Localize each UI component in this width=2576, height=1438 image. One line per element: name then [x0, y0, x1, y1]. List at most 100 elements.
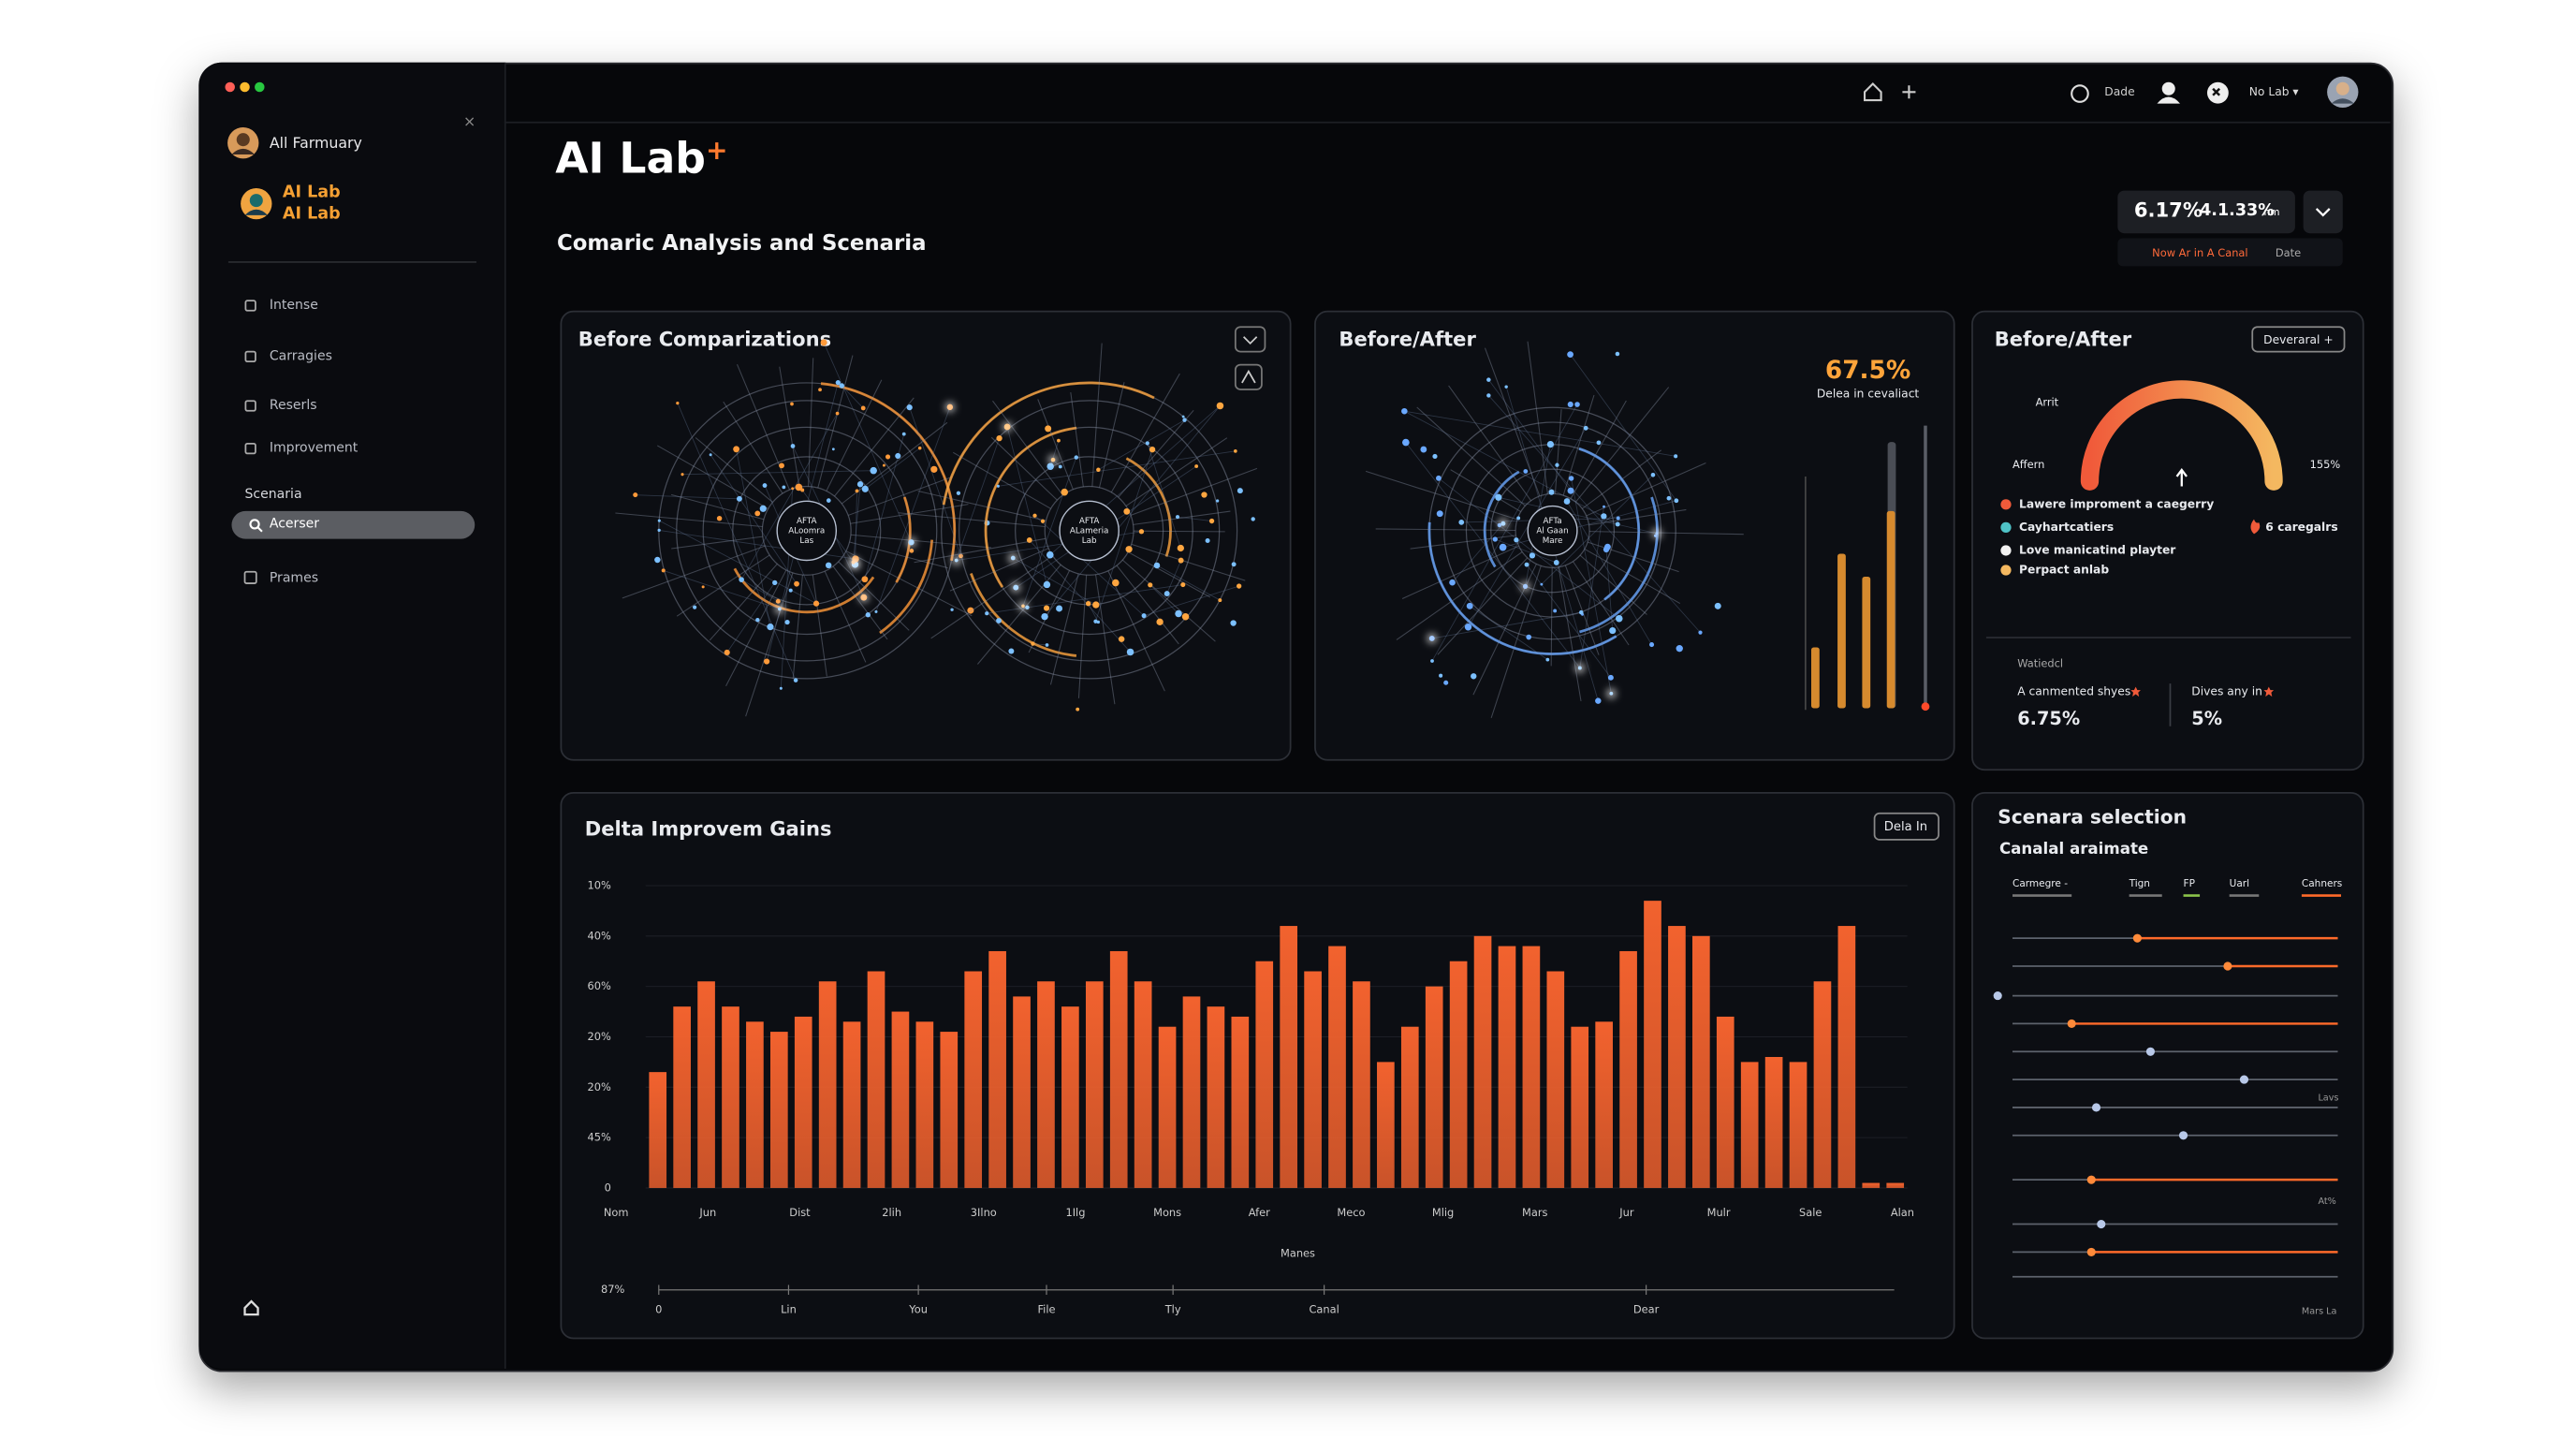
node [825, 562, 832, 569]
spoke [808, 358, 814, 487]
ring-arc [1483, 470, 1520, 568]
link [1404, 410, 1618, 525]
bar [988, 950, 1006, 1188]
topbar-icons[interactable] [2157, 81, 2231, 105]
link [909, 407, 961, 557]
node [1176, 515, 1180, 520]
node [1216, 402, 1224, 410]
secondary-tick-label: You [908, 1302, 928, 1315]
node [1545, 657, 1550, 662]
node [1615, 521, 1620, 527]
bar [1037, 981, 1055, 1188]
hub-label: Las [799, 536, 813, 546]
link [998, 450, 1236, 487]
glow-node [774, 604, 785, 614]
slider-knob[interactable] [1993, 991, 2002, 1001]
nav-label[interactable]: Prames [269, 570, 319, 585]
node [1208, 518, 1215, 524]
spoke [990, 436, 1058, 501]
nav-label[interactable]: Carragies [269, 348, 332, 363]
tab-label[interactable]: Carmegre - [2012, 878, 2068, 889]
home-icon[interactable] [242, 1299, 261, 1318]
user-avatar[interactable] [227, 126, 259, 159]
nav-icon-shape [244, 442, 256, 455]
bar [769, 1032, 788, 1188]
node [1567, 401, 1573, 408]
spoke [1110, 373, 1180, 493]
node [950, 608, 954, 611]
spoke [1410, 535, 1516, 550]
node [1615, 351, 1620, 357]
slider-knob[interactable] [2086, 1175, 2096, 1184]
node [1156, 618, 1164, 625]
topbar-menu[interactable]: No Lab ▾ [2248, 85, 2299, 99]
topbar-icons[interactable] [1863, 82, 1922, 102]
spoke [1554, 409, 1562, 494]
slider-knob[interactable] [2086, 1247, 2096, 1256]
window-controls[interactable] [220, 77, 279, 96]
gauge-label: 155% [2310, 458, 2341, 471]
nav-icon [244, 350, 256, 363]
link [1088, 603, 1099, 623]
button[interactable] [1873, 812, 1939, 841]
ring-arc [1579, 496, 1659, 634]
slider-knob[interactable] [2097, 1219, 2106, 1229]
node [1574, 402, 1580, 407]
link [1156, 565, 1221, 601]
node [1615, 614, 1623, 623]
nav-icon [244, 300, 256, 312]
summary-dropdown[interactable] [2303, 190, 2343, 234]
dropdown-button[interactable] [1234, 326, 1266, 353]
nav-label[interactable]: Intense [269, 297, 318, 313]
link [1438, 477, 1620, 620]
link [1044, 405, 1221, 617]
nav-label[interactable]: Reserls [269, 397, 317, 413]
summary-date: Date [2275, 246, 2302, 260]
node [895, 452, 901, 460]
slider-knob[interactable] [2239, 1075, 2249, 1084]
spoke [832, 565, 888, 640]
node [1177, 544, 1184, 552]
node [1603, 505, 1605, 508]
spoke [992, 400, 1063, 496]
icon-button[interactable] [1234, 363, 1263, 390]
slider-knob[interactable] [2178, 1131, 2188, 1140]
spoke [1130, 467, 1258, 516]
profile-avatar[interactable] [2326, 76, 2359, 109]
button[interactable] [2251, 326, 2346, 353]
secondary-tick-label: File [1037, 1302, 1055, 1315]
tab-label[interactable]: Cahners [2302, 878, 2342, 889]
glow-node [1017, 601, 1029, 611]
bar [1789, 1062, 1808, 1188]
spoke [1134, 530, 1225, 533]
slider-knob[interactable] [2145, 1047, 2155, 1056]
slider-knob[interactable] [2091, 1103, 2101, 1112]
nav-item-active[interactable] [231, 510, 476, 539]
nav-label[interactable]: Improvement [269, 440, 359, 456]
secondary-tick-label: Canal [1309, 1302, 1339, 1315]
comparisons-viz: Before ComparizationsAFTAALoomraLasAFTAA… [578, 326, 1266, 717]
gauge-viz: Before/After Deveraral + Arrit Affern 155% La… [1985, 326, 2351, 729]
slider-knob[interactable] [2223, 961, 2232, 971]
spoke [695, 437, 773, 503]
slider-knob[interactable] [2067, 1019, 2076, 1028]
node [1596, 440, 1602, 446]
tab-label[interactable]: Uarl [2230, 878, 2249, 889]
node [874, 609, 878, 613]
close-icon[interactable]: × [462, 114, 476, 132]
node [1420, 446, 1427, 453]
node [882, 463, 886, 467]
slider-knob[interactable] [2132, 933, 2142, 943]
node [661, 568, 666, 573]
spoke [812, 574, 827, 677]
tab-label[interactable]: Tign [2129, 878, 2150, 889]
tab-label[interactable]: FP [2184, 878, 2195, 889]
node [701, 585, 705, 589]
glow-node [906, 537, 916, 548]
spoke [1091, 343, 1103, 487]
bar [1425, 986, 1443, 1188]
chat-icon[interactable] [2070, 84, 2089, 104]
link [1098, 419, 1185, 471]
node [795, 483, 803, 492]
